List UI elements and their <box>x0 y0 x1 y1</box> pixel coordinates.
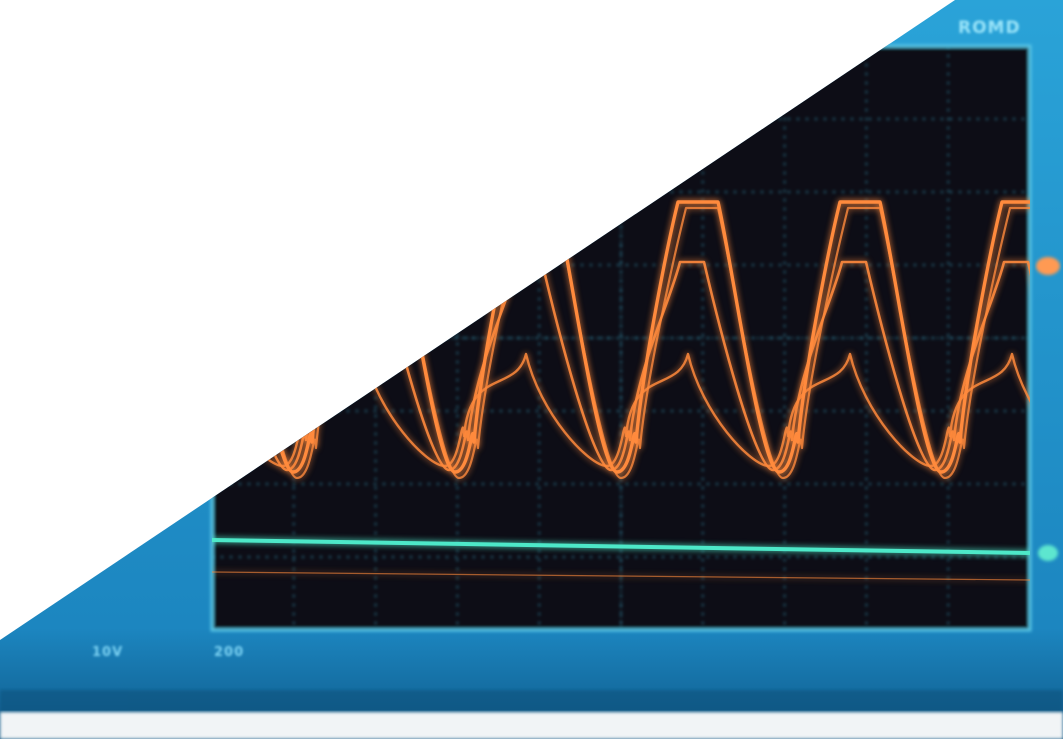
mode-label: ROMD <box>958 18 1021 38</box>
table-surface <box>0 712 1063 739</box>
faint-baseline <box>212 571 1030 581</box>
timebase-label: 200 <box>214 645 245 660</box>
cyan-trace <box>212 538 1030 555</box>
channel1-scale-label: 10V <box>92 645 124 660</box>
trigger-level-marker <box>1036 257 1060 275</box>
ch2-level-marker <box>1038 545 1058 561</box>
